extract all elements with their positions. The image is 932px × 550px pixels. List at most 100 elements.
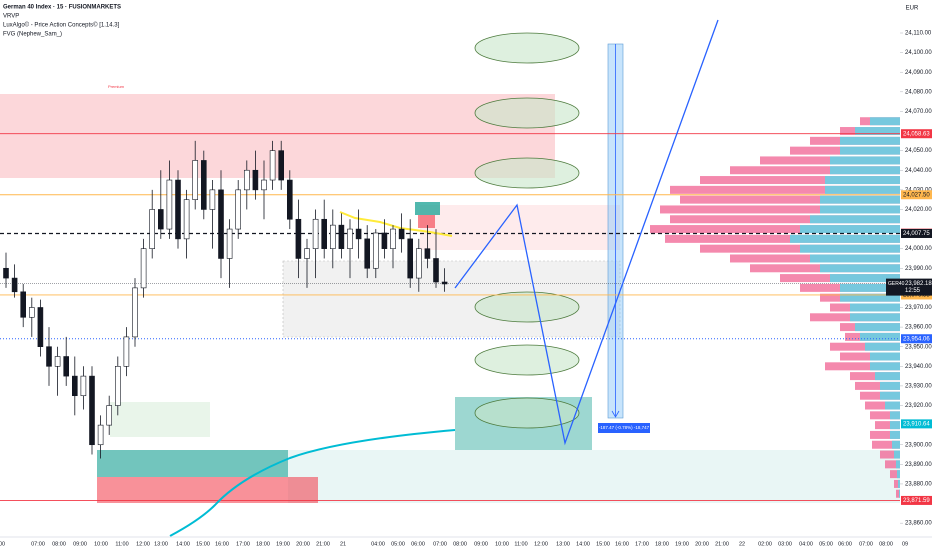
candle-body	[37, 307, 44, 348]
candle-body	[329, 224, 336, 249]
x-tick-label: 06:00	[411, 541, 425, 547]
candle-body	[244, 169, 250, 191]
vp-up-bar	[870, 117, 900, 126]
volume-profile	[650, 117, 900, 498]
supply-zone	[420, 205, 620, 250]
indicator: FVG (Nephew_Sam_)	[3, 32, 62, 38]
vp-total-bar	[660, 205, 900, 214]
candle-body	[218, 189, 224, 259]
x-tick-label: 19:00	[675, 541, 689, 547]
demand-zone	[110, 402, 210, 437]
y-tick-label: 24,090.00	[905, 70, 932, 76]
candle-body	[46, 346, 52, 367]
vp-up-bar	[870, 362, 900, 371]
x-tick-label: 05:00	[391, 541, 405, 547]
candle-body	[89, 375, 95, 446]
small-box	[418, 215, 435, 228]
x-tick-label: 20:00	[695, 541, 709, 547]
candle-body	[97, 424, 104, 446]
vp-up-bar	[885, 401, 900, 410]
x-tick-label: 11:00	[514, 541, 527, 547]
ellipse	[474, 291, 580, 323]
x-tick-label: 18:00	[256, 541, 270, 547]
ellipse	[474, 32, 580, 64]
trend-line	[339, 211, 453, 237]
candle-body	[140, 248, 147, 289]
candle-body	[132, 287, 138, 338]
y-tick-label: 23,930.00	[905, 383, 932, 389]
vp-up-bar	[850, 313, 900, 322]
vp-up-bar	[830, 166, 900, 175]
candle-body	[355, 228, 362, 240]
x-tick-label: 13:00	[154, 541, 168, 547]
vp-up-bar	[865, 342, 900, 351]
candle-body	[3, 267, 9, 279]
candle-body	[72, 375, 78, 397]
x-tick-label: 03:00	[778, 541, 792, 547]
ellipse	[474, 397, 580, 429]
arrow-head	[611, 410, 620, 418]
vp-up-bar	[855, 323, 900, 332]
measure-label: -187.47 (-0.78%) -18,747	[599, 425, 650, 430]
vp-up-bar	[810, 254, 900, 263]
last-price-tag	[886, 278, 932, 296]
vp-total-bar	[855, 381, 900, 390]
bullish-box	[97, 450, 288, 477]
candle-body	[28, 307, 35, 318]
x-tick-label: 09:00	[73, 541, 87, 547]
small-box	[415, 202, 440, 215]
x-tick-label: 08:00	[52, 541, 66, 547]
x-tick-label: 17:00	[236, 541, 250, 547]
candle-body	[115, 366, 121, 406]
x-tick-label: 15:00	[196, 541, 210, 547]
vp-up-bar	[850, 303, 900, 312]
last-price-symbol: GER40	[888, 281, 905, 287]
vp-total-bar	[825, 362, 900, 371]
projection-path	[454, 19, 719, 446]
candle-body	[166, 179, 173, 230]
candle-body	[338, 224, 345, 249]
vp-up-bar	[875, 372, 900, 381]
vp-total-bar	[680, 195, 900, 204]
candle-body	[80, 375, 87, 397]
y-tick-label: 23,960.00	[905, 325, 932, 331]
vp-up-bar	[894, 450, 900, 459]
vp-up-bar	[790, 234, 900, 243]
ellipses	[474, 32, 580, 429]
ellipse	[474, 157, 580, 189]
y-tick-label: 24,050.00	[905, 148, 932, 154]
x-tick-label: 21	[340, 541, 346, 547]
vp-total-bar	[730, 166, 900, 175]
vp-up-bar	[830, 274, 900, 283]
x-tick-label: 08:00	[453, 541, 467, 547]
candle-body	[201, 160, 207, 210]
x-tick-label: 07:00	[433, 541, 447, 547]
vp-total-bar	[870, 411, 900, 420]
vp-up-bar	[810, 215, 900, 224]
vp-up-bar	[820, 195, 900, 204]
vp-total-bar	[650, 225, 900, 234]
candle-body	[11, 277, 18, 293]
candle-body	[235, 189, 241, 230]
y-tick-label: 24,080.00	[905, 89, 932, 95]
vp-up-bar	[899, 489, 900, 498]
vp-up-bar	[800, 225, 900, 234]
zones	[0, 43, 900, 503]
x-tick-label: 16:00	[215, 541, 229, 547]
vp-total-bar	[875, 421, 900, 430]
candle-body	[20, 291, 27, 318]
vp-total-bar	[872, 440, 900, 449]
candle-body	[433, 258, 439, 283]
vp-up-bar	[840, 146, 900, 155]
price-tag-label: 23,954.06	[903, 336, 930, 342]
y-tick-label: 24,110.00	[905, 31, 932, 37]
currency: EUR	[906, 6, 919, 12]
price-tag-label: 23,910.64	[903, 421, 930, 427]
candle-body	[192, 160, 198, 200]
candle-body	[209, 189, 216, 210]
x-tick-label: 14:00	[576, 541, 590, 547]
x-tick-label: 18:00	[655, 541, 669, 547]
y-tick-label: 23,940.00	[905, 364, 932, 370]
price-tag-label: 24,007.75	[903, 231, 930, 237]
x-tick-label: 02:00	[758, 541, 772, 547]
